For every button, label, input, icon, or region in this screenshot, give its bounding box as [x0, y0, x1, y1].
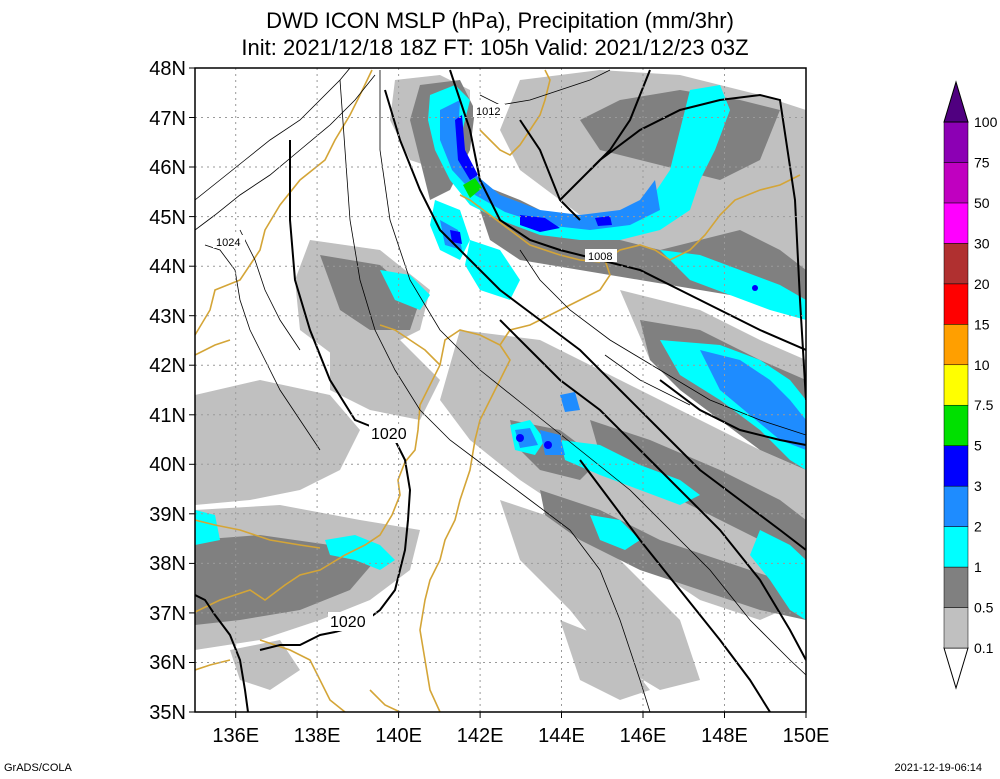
isobars-thin: [195, 68, 806, 712]
lat-labels: 48N 47N 46N 45N 44N 43N 42N 41N 40N 39N …: [149, 58, 186, 724]
colorbar-label: 100: [974, 114, 998, 130]
colorbar-label: 7.5: [974, 397, 994, 413]
lat-label-45n: 45N: [149, 207, 186, 229]
lon-label-136e: 136E: [212, 725, 259, 747]
map-frame: [194, 67, 807, 713]
colorbar: 0.1 0.5 1 2 3 5 7.5 10 15 20 30 50 75 100: [943, 80, 998, 690]
colorbar-label: 50: [974, 195, 990, 211]
precip-2-3-areas: [440, 100, 806, 455]
lat-label-48n: 48N: [149, 58, 186, 80]
colorbar-label: 5: [974, 438, 982, 454]
isobars-thick: [195, 69, 806, 712]
precip-3-5-areas: [450, 115, 758, 449]
lat-label-39n: 39N: [149, 504, 186, 526]
colorbar-swatch: [943, 526, 969, 568]
colorbar-swatch: [943, 202, 969, 244]
footer-right: 2021-12-19-06:14: [894, 762, 982, 774]
colorbar-swatch: [943, 404, 969, 446]
lat-label-44n: 44N: [149, 256, 186, 278]
lat-label-41n: 41N: [149, 405, 186, 427]
lat-label-37n: 37N: [149, 603, 186, 625]
colorbar-label: 15: [974, 316, 990, 332]
isobar-label-1008: 1008: [588, 251, 612, 263]
map-area: 1012 1008 1024 1020 1020: [195, 68, 806, 712]
isobar-label-1020-north: 1020: [371, 426, 407, 443]
lat-label-43n: 43N: [149, 306, 186, 328]
isobar-label-1012: 1012: [476, 106, 500, 118]
map-title: DWD ICON MSLP (hPa), Precipitation (mm/3…: [266, 8, 734, 33]
colorbar-label: 75: [974, 154, 990, 170]
coastlines: [195, 69, 801, 712]
colorbar-label: 2: [974, 519, 982, 535]
lat-label-42n: 42N: [149, 355, 186, 377]
lon-label-144e: 144E: [538, 725, 585, 747]
colorbar-swatch: [943, 364, 969, 406]
colorbar-label: 0.1: [974, 640, 994, 656]
colorbar-swatch: [943, 445, 969, 487]
colorbar-swatch: [943, 324, 969, 366]
colorbar-label: 30: [974, 235, 990, 251]
lat-label-40n: 40N: [149, 454, 186, 476]
precip-5-7-5-areas: [463, 178, 482, 198]
colorbar-label: 20: [974, 276, 990, 292]
lat-label-46n: 46N: [149, 157, 186, 179]
lat-label-38n: 38N: [149, 553, 186, 575]
colorbar-label: 3: [974, 478, 982, 494]
lat-tick-marks: [189, 67, 195, 713]
lat-label-36n: 36N: [149, 652, 186, 674]
lon-label-138e: 138E: [294, 725, 341, 747]
map-subtitle: Init: 2021/12/18 18Z FT: 105h Valid: 202…: [241, 35, 749, 60]
colorbar-swatch: [943, 283, 969, 325]
footer-left: GrADS/COLA: [4, 762, 72, 774]
colorbar-swatch: [943, 485, 969, 527]
colorbar-label: 10: [974, 357, 990, 373]
lon-labels: 136E 138E 140E 142E 144E 146E 148E 150E: [212, 725, 829, 747]
isobar-label-1024: 1024: [216, 237, 240, 249]
colorbar-label: 1: [974, 559, 982, 575]
lon-label-148e: 148E: [701, 725, 748, 747]
lon-label-142e: 142E: [457, 725, 504, 747]
isobar-label-1020-south: 1020: [330, 614, 366, 631]
colorbar-swatch: [943, 121, 969, 163]
lon-label-140e: 140E: [375, 725, 422, 747]
colorbar-swatch: [943, 607, 969, 649]
colorbar-swatch: [943, 162, 969, 204]
lat-label-35n: 35N: [149, 702, 186, 724]
colorbar-swatch: [943, 566, 969, 608]
isobar-labels: 1012 1008 1024 1020 1020: [213, 104, 617, 631]
colorbar-top-triangle: [943, 80, 969, 123]
lon-tick-marks: [235, 712, 807, 718]
lat-label-47n: 47N: [149, 108, 186, 130]
lon-label-150e: 150E: [783, 725, 830, 747]
colorbar-swatch: [943, 243, 969, 285]
colorbar-bottom-triangle: [943, 647, 969, 690]
colorbar-label: 0.5: [974, 600, 994, 616]
lon-label-146e: 146E: [620, 725, 667, 747]
